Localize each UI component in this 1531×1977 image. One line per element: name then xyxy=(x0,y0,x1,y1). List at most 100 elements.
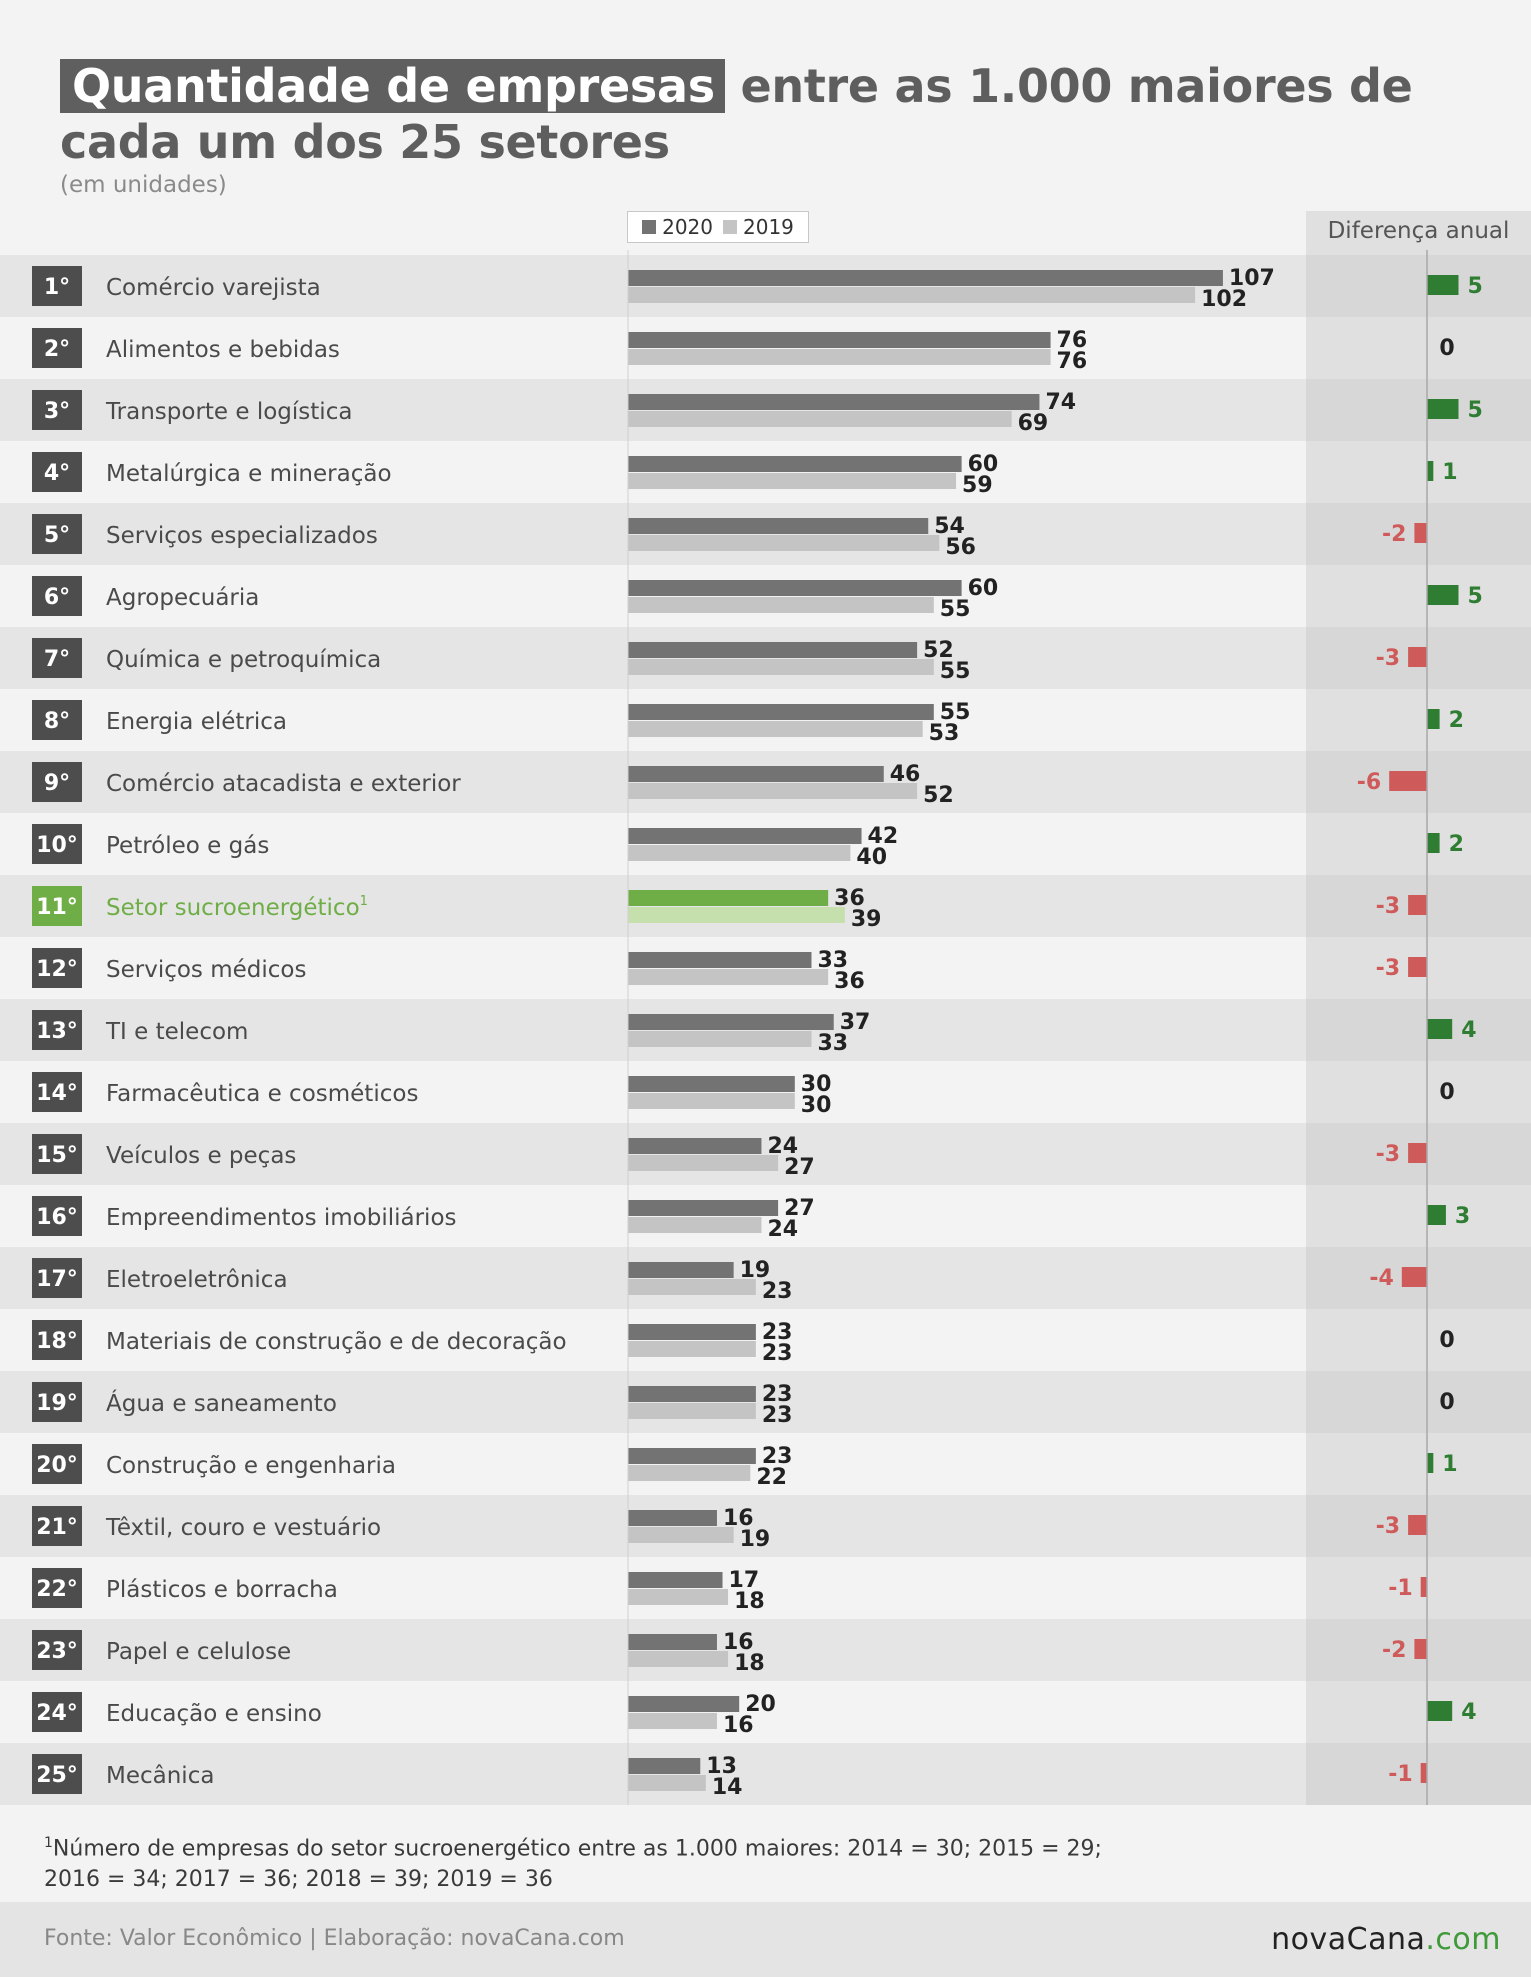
rank-badge xyxy=(32,886,82,926)
value-label-2019: 40 xyxy=(856,845,887,870)
category-label: Eletroeletrônica xyxy=(106,1267,288,1293)
value-label-2019: 19 xyxy=(740,1527,771,1552)
diff-label: -1 xyxy=(1388,1762,1412,1787)
diff-bar-positive xyxy=(1427,1701,1453,1721)
category-label: Plásticos e borracha xyxy=(106,1577,338,1603)
diff-label: -2 xyxy=(1382,1638,1406,1663)
diff-row-band xyxy=(1306,255,1531,317)
rank-badge xyxy=(32,1506,82,1546)
value-label-2019: 22 xyxy=(756,1465,787,1490)
diff-label: 5 xyxy=(1468,398,1483,423)
rank-badge xyxy=(32,1134,82,1174)
footnote-marker: 1 xyxy=(44,1835,53,1851)
value-label-2019: 53 xyxy=(929,721,960,746)
value-label-2020: 42 xyxy=(868,824,899,849)
bar-2019 xyxy=(628,535,940,551)
category-label: Empreendimentos imobiliários xyxy=(106,1205,457,1231)
category-label: Serviços especializados xyxy=(106,523,378,549)
rank-label: 6° xyxy=(44,585,70,610)
diff-label: 2 xyxy=(1449,708,1464,733)
value-label-2020: 36 xyxy=(834,886,865,911)
diff-label: 1 xyxy=(1442,1452,1457,1477)
footnote-line-2: 2016 = 34; 2017 = 36; 2018 = 39; 2019 = … xyxy=(44,1867,553,1893)
category-label: Papel e celulose xyxy=(106,1639,291,1665)
diff-bar-negative xyxy=(1389,771,1427,791)
rank-label: 16° xyxy=(36,1205,78,1230)
rank-badge xyxy=(32,1072,82,1112)
bar-2019 xyxy=(628,473,957,489)
rank-label: 23° xyxy=(36,1639,78,1664)
diff-bar-positive xyxy=(1427,275,1459,295)
rank-label: 25° xyxy=(36,1763,78,1788)
bar-2020 xyxy=(628,394,1040,410)
rank-badge xyxy=(32,1444,82,1484)
diff-label: -6 xyxy=(1357,770,1381,795)
value-label-2019: 55 xyxy=(940,597,971,622)
bar-2019 xyxy=(628,1279,756,1295)
diff-bar-negative xyxy=(1420,1763,1427,1783)
bar-2019 xyxy=(628,907,845,923)
diff-label: -4 xyxy=(1369,1266,1393,1291)
category-label: Têxtil, couro e vestuário xyxy=(105,1515,381,1541)
legend-item-2019: 2019 xyxy=(723,215,794,239)
rank-label: 13° xyxy=(36,1019,78,1044)
value-label-2019: 18 xyxy=(734,1589,765,1614)
bar-2020 xyxy=(628,1324,756,1340)
diff-row-band xyxy=(1306,999,1531,1061)
rank-badge xyxy=(32,576,82,616)
category-label: Química e petroquímica xyxy=(106,647,381,673)
bar-2019 xyxy=(628,597,934,613)
value-label-2020: 13 xyxy=(706,1754,737,1779)
value-label-2019: 55 xyxy=(940,659,971,684)
title-highlight: Quantidade de empresas xyxy=(60,59,725,113)
category-label: Construção e engenharia xyxy=(106,1453,396,1479)
bar-2020 xyxy=(628,456,962,472)
value-label-2020: 46 xyxy=(890,762,921,787)
bar-2019 xyxy=(628,411,1012,427)
bar-2020 xyxy=(628,1014,834,1030)
title-line-2: cada um dos 25 setores xyxy=(60,115,670,169)
bar-2019 xyxy=(628,1527,734,1543)
diff-bar-positive xyxy=(1427,1453,1434,1473)
footnote-line-1: 1Número de empresas do setor sucroenergé… xyxy=(44,1828,1494,1864)
diff-label: -2 xyxy=(1382,522,1406,547)
value-label-2020: 107 xyxy=(1229,266,1275,291)
rank-label: 20° xyxy=(36,1453,78,1478)
value-label-2020: 23 xyxy=(762,1444,793,1469)
bar-2019 xyxy=(628,1589,729,1605)
value-label-2019: 23 xyxy=(762,1279,793,1304)
value-label-2019: 16 xyxy=(723,1713,754,1738)
diff-bar-positive xyxy=(1427,585,1459,605)
legend-label-2020: 2020 xyxy=(662,215,713,239)
bar-2019 xyxy=(628,1651,729,1667)
rank-badge xyxy=(32,266,82,306)
bar-2020 xyxy=(628,1200,779,1216)
diff-label: 0 xyxy=(1439,1080,1454,1105)
value-label-2020: 60 xyxy=(968,576,999,601)
rank-label: 1° xyxy=(44,275,70,300)
value-label-2020: 52 xyxy=(923,638,954,663)
title-rest: entre as 1.000 maiores de xyxy=(724,59,1413,113)
legend-label-2019: 2019 xyxy=(743,215,794,239)
rank-label: 7° xyxy=(44,647,70,672)
rank-label: 19° xyxy=(36,1391,78,1416)
diff-label: 4 xyxy=(1461,1018,1476,1043)
logo-suffix: .com xyxy=(1425,1922,1501,1957)
bar-2020 xyxy=(628,1634,717,1650)
rank-label: 5° xyxy=(44,523,70,548)
rank-label: 3° xyxy=(44,399,70,424)
category-label: Mecânica xyxy=(106,1763,214,1789)
bar-2019 xyxy=(628,1341,756,1357)
difference-header: Diferença anual xyxy=(1327,218,1510,244)
diff-label: 5 xyxy=(1468,584,1483,609)
bar-2019 xyxy=(628,1093,795,1109)
value-label-2019: 23 xyxy=(762,1341,793,1366)
diff-label: -3 xyxy=(1376,956,1400,981)
diff-bar-negative xyxy=(1408,895,1427,915)
value-label-2019: 69 xyxy=(1018,411,1049,436)
rank-label: 14° xyxy=(36,1081,78,1106)
diff-bar-positive xyxy=(1427,833,1440,853)
rank-badge xyxy=(32,824,82,864)
category-label: Metalúrgica e mineração xyxy=(106,461,392,487)
rank-badge xyxy=(32,1382,82,1422)
